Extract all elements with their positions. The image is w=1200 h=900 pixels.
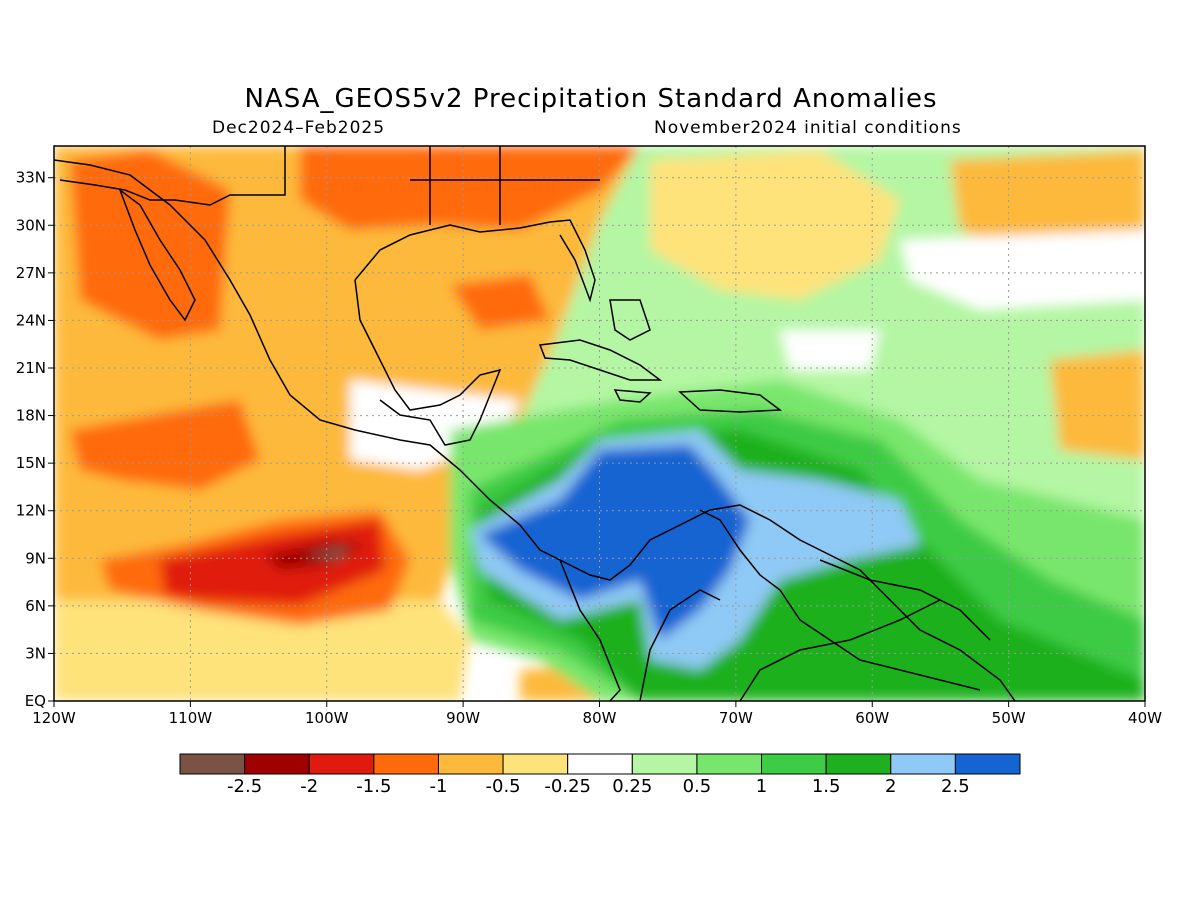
lat-label: 27N: [16, 264, 46, 282]
colorbar-tick-label: 1: [755, 776, 768, 797]
colorbar-swatch: [437, 753, 504, 775]
longitude-labels: 120W 110W 100W 90W 80W 70W 60W 50W 40W: [32, 701, 1162, 727]
lat-label: 9N: [25, 549, 46, 567]
lon-label: 50W: [992, 709, 1026, 727]
colorbar-tick-label: -1: [429, 776, 448, 797]
colorbar-tick-label: -2: [300, 776, 319, 797]
colorbar: [179, 753, 1021, 775]
lon-label: 110W: [169, 709, 213, 727]
colorbar-swatch: [825, 753, 892, 775]
lat-label: 6N: [25, 597, 46, 615]
latitude-labels: EQ 3N 6N 9N 12N 15N 18N 21N 24N 27N 30N 33N: [16, 169, 54, 710]
map-title: NASA_GEOS5v2 Precipitation Standard Anom…: [244, 84, 938, 114]
valid-period: Dec2024–Feb2025: [212, 118, 386, 138]
colorbar-swatch: [567, 753, 633, 775]
colorbar-swatch: [954, 753, 1021, 775]
colorbar-swatch: [631, 753, 698, 775]
coastlines: [54, 146, 1016, 701]
lat-label: 30N: [16, 216, 46, 234]
colorbar-swatch: [308, 753, 375, 775]
colorbar-swatch: [244, 753, 310, 775]
lat-label: 24N: [16, 311, 46, 329]
lat-label: 3N: [25, 644, 46, 662]
colorbar-swatch: [179, 753, 246, 775]
lon-label: 90W: [446, 709, 480, 727]
lon-label: 70W: [719, 709, 753, 727]
initial-conditions: November2024 initial conditions: [654, 118, 962, 138]
colorbar-tick-label: 2: [885, 776, 897, 797]
colorbar-swatch: [890, 753, 956, 775]
lat-label: 12N: [16, 502, 46, 520]
anomaly-field: [54, 146, 1145, 701]
lon-label: 100W: [305, 709, 349, 727]
colorbar-swatch: [696, 753, 763, 775]
lon-label: 80W: [583, 709, 617, 727]
colorbar-tick-label: 0.25: [612, 776, 653, 797]
colorbar-tick-label: -1.5: [356, 776, 392, 797]
graticule: [54, 146, 1145, 701]
colorbar-swatch: [761, 753, 827, 775]
colorbar-tick-label: -0.5: [485, 776, 521, 797]
colorbar-swatch: [373, 753, 439, 775]
colorbar-tick-label: 2.5: [941, 776, 970, 797]
lon-label: 120W: [32, 709, 76, 727]
colorbar-tick-label: 0.5: [682, 776, 712, 797]
lat-label: 18N: [16, 407, 46, 425]
lon-label: 60W: [855, 709, 889, 727]
colorbar-tick-label: 1.5: [811, 776, 841, 797]
colorbar-tick-label: -2.5: [227, 776, 263, 797]
lat-label: 21N: [16, 359, 46, 377]
colorbar-tick-label: -0.25: [544, 776, 591, 797]
colorbar-swatch: [502, 753, 569, 775]
lon-label: 40W: [1128, 709, 1162, 727]
lat-label: 33N: [16, 169, 46, 187]
lat-label: EQ: [25, 692, 46, 710]
lat-label: 15N: [16, 454, 46, 472]
